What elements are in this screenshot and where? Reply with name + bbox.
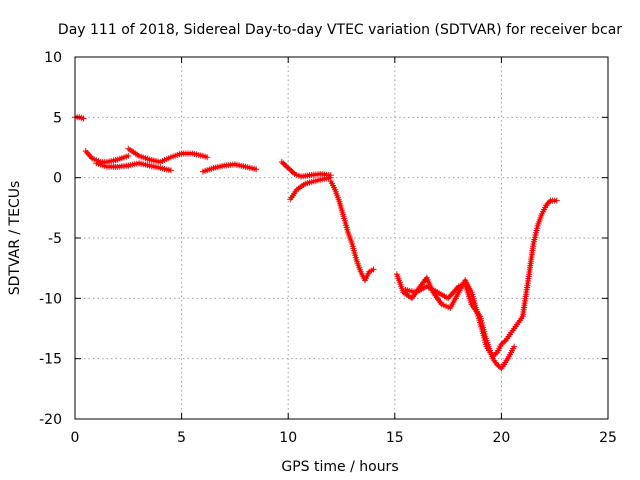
series-markers <box>278 159 334 180</box>
series-arc5 <box>125 160 174 174</box>
series-markers <box>82 148 132 165</box>
x-tick-label: 15 <box>386 430 404 446</box>
series-markers <box>199 161 260 175</box>
y-tick-label: -10 <box>39 291 62 307</box>
series-arc4 <box>125 145 211 165</box>
x-tick-label: 10 <box>279 430 297 446</box>
series-line <box>405 282 516 370</box>
y-tick-label: 10 <box>44 50 62 66</box>
series-arc6 <box>199 161 260 175</box>
series-arc10 <box>393 197 560 360</box>
y-tick-label: 0 <box>53 171 62 187</box>
data-series <box>72 114 560 372</box>
series-markers <box>402 280 518 372</box>
series-line <box>127 147 208 164</box>
y-tick-label: -5 <box>48 231 62 247</box>
series-arc2 <box>82 148 132 165</box>
x-tick-label: 20 <box>492 430 510 446</box>
series-markers <box>125 145 211 165</box>
series-markers <box>287 174 334 203</box>
series-markers <box>393 197 560 360</box>
series-arc9 <box>327 178 377 284</box>
x-tick-label: 5 <box>177 430 186 446</box>
chart-title: Day 111 of 2018, Sidereal Day-to-day VTE… <box>58 22 622 38</box>
series-arc1 <box>72 114 87 122</box>
series-arc8 <box>287 174 334 203</box>
grid-lines <box>75 57 608 419</box>
axis-ticks: 0 5 10 15 20 25 -20 -15 -10 -5 0 5 10 <box>39 50 617 446</box>
series-line <box>395 199 557 358</box>
x-tick-label: 25 <box>599 430 617 446</box>
y-tick-label: 5 <box>53 110 62 126</box>
y-axis-label: SDTVAR / TECUs <box>7 181 23 296</box>
y-tick-label: -15 <box>39 352 62 368</box>
series-markers <box>327 178 377 284</box>
y-tick-label: -20 <box>39 412 62 428</box>
series-markers <box>125 160 174 174</box>
x-tick-label: 0 <box>71 430 80 446</box>
series-markers <box>72 114 87 122</box>
series-arc7 <box>278 159 334 180</box>
x-axis-label: GPS time / hours <box>281 459 398 475</box>
series-arc11 <box>402 280 518 372</box>
